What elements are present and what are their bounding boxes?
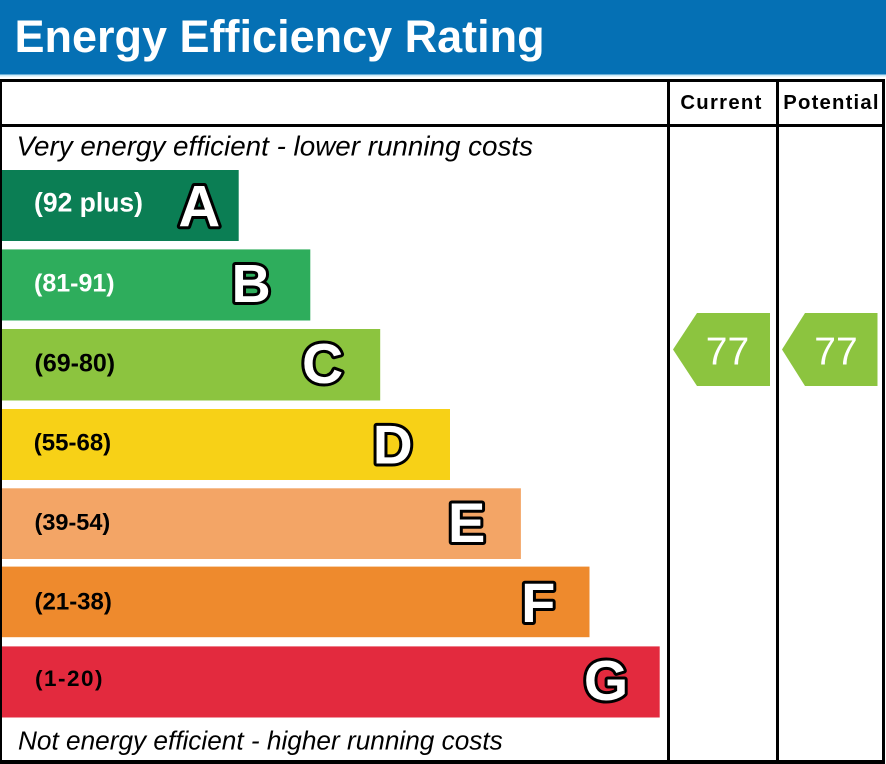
svg-text:Potential: Potential	[783, 92, 879, 114]
svg-text:(92 plus): (92 plus)	[34, 188, 143, 218]
svg-text:Current: Current	[680, 92, 762, 114]
svg-text:(69-80): (69-80)	[35, 350, 116, 378]
svg-text:E: E	[448, 491, 485, 554]
svg-text:B: B	[232, 254, 271, 314]
svg-text:Very energy efficient - lower: Very energy efficient - lower running co…	[17, 130, 534, 161]
svg-text:(39-54): (39-54)	[35, 509, 111, 535]
svg-text:G: G	[584, 649, 628, 713]
svg-text:(81-91): (81-91)	[34, 270, 115, 298]
svg-text:Not energy efficient - higher: Not energy efficient - higher running co…	[18, 726, 503, 756]
svg-text:C: C	[302, 332, 343, 396]
svg-text:(1-20): (1-20)	[35, 666, 104, 691]
svg-text:F: F	[521, 571, 555, 634]
svg-text:(55-68): (55-68)	[34, 430, 111, 457]
svg-text:(21-38): (21-38)	[35, 588, 112, 615]
svg-text:77: 77	[706, 331, 749, 374]
svg-text:Energy Efficiency Rating: Energy Efficiency Rating	[15, 11, 545, 62]
svg-text:A: A	[178, 175, 220, 240]
svg-text:D: D	[373, 414, 413, 476]
svg-text:77: 77	[814, 331, 857, 374]
